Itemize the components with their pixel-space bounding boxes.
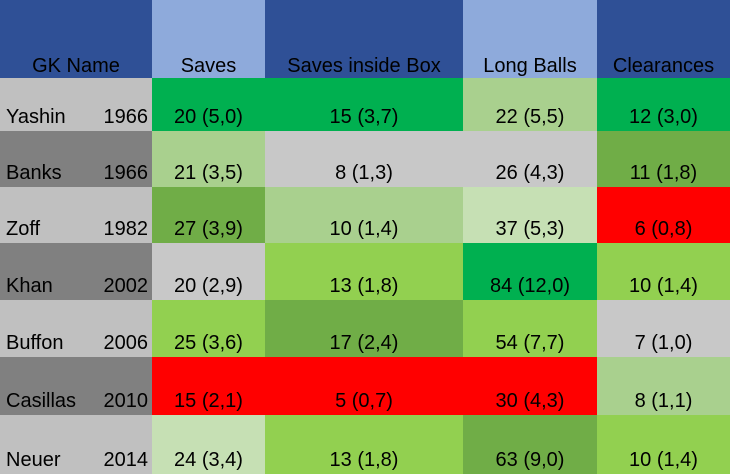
stat-cell: 8 (1,1) <box>597 357 730 415</box>
stat-cell: 63 (9,0) <box>463 415 597 474</box>
goalkeeper-name: Banks <box>6 162 62 184</box>
goalkeeper-name: Yashin <box>6 106 66 128</box>
stat-cell: 6 (0,8) <box>597 187 730 243</box>
tournament-year: 2014 <box>103 449 149 471</box>
column-header: Long Balls <box>463 0 597 78</box>
stat-cell: 8 (1,3) <box>265 131 463 187</box>
stat-cell: 12 (3,0) <box>597 78 730 131</box>
tournament-year: 1966 <box>103 106 149 128</box>
stat-cell: 26 (4,3) <box>463 131 597 187</box>
stat-cell: 21 (3,5) <box>152 131 265 187</box>
stat-cell: 7 (1,0) <box>597 300 730 357</box>
stat-cell: 37 (5,3) <box>463 187 597 243</box>
stat-cell: 30 (4,3) <box>463 357 597 415</box>
stat-cell: 15 (2,1) <box>152 357 265 415</box>
stat-cell: 22 (5,5) <box>463 78 597 131</box>
column-header: Clearances <box>597 0 730 78</box>
column-header: Saves <box>152 0 265 78</box>
stat-cell: 13 (1,8) <box>265 415 463 474</box>
stat-cell: 27 (3,9) <box>152 187 265 243</box>
goalkeeper-name: Khan <box>6 275 53 297</box>
tournament-year: 2002 <box>103 275 149 297</box>
column-header: GK Name <box>0 0 152 78</box>
tournament-year: 1982 <box>103 218 149 240</box>
stat-cell: 10 (1,4) <box>597 243 730 300</box>
stat-cell: 25 (3,6) <box>152 300 265 357</box>
column-header: Saves inside Box <box>265 0 463 78</box>
stat-cell: 20 (5,0) <box>152 78 265 131</box>
goalkeeper-name: Neuer <box>6 449 61 471</box>
stat-cell: 17 (2,4) <box>265 300 463 357</box>
goalkeeper-name-cell: Banks 1966 <box>0 131 152 187</box>
stat-cell: 10 (1,4) <box>597 415 730 474</box>
goalkeeper-name-cell: Zoff 1982 <box>0 187 152 243</box>
stat-cell: 20 (2,9) <box>152 243 265 300</box>
goalkeeper-name: Buffon <box>6 332 64 354</box>
goalkeeper-name-cell: Casillas 2010 <box>0 357 152 415</box>
goalkeeper-name: Casillas <box>6 390 77 412</box>
tournament-year: 1966 <box>103 162 149 184</box>
goalkeeper-name-cell: Neuer 2014 <box>0 415 152 474</box>
stat-cell: 54 (7,7) <box>463 300 597 357</box>
stat-cell: 5 (0,7) <box>265 357 463 415</box>
goalkeeper-name-cell: Buffon 2006 <box>0 300 152 357</box>
goalkeeper-name-cell: Yashin 1966 <box>0 78 152 131</box>
goalkeeper-name: Zoff <box>6 218 41 240</box>
stat-cell: 13 (1,8) <box>265 243 463 300</box>
stat-cell: 10 (1,4) <box>265 187 463 243</box>
stat-cell: 11 (1,8) <box>597 131 730 187</box>
stat-cell: 24 (3,4) <box>152 415 265 474</box>
stat-cell: 84 (12,0) <box>463 243 597 300</box>
tournament-year: 2010 <box>103 390 149 412</box>
goalkeeper-name-cell: Khan 2002 <box>0 243 152 300</box>
tournament-year: 2006 <box>103 332 149 354</box>
stat-cell: 15 (3,7) <box>265 78 463 131</box>
